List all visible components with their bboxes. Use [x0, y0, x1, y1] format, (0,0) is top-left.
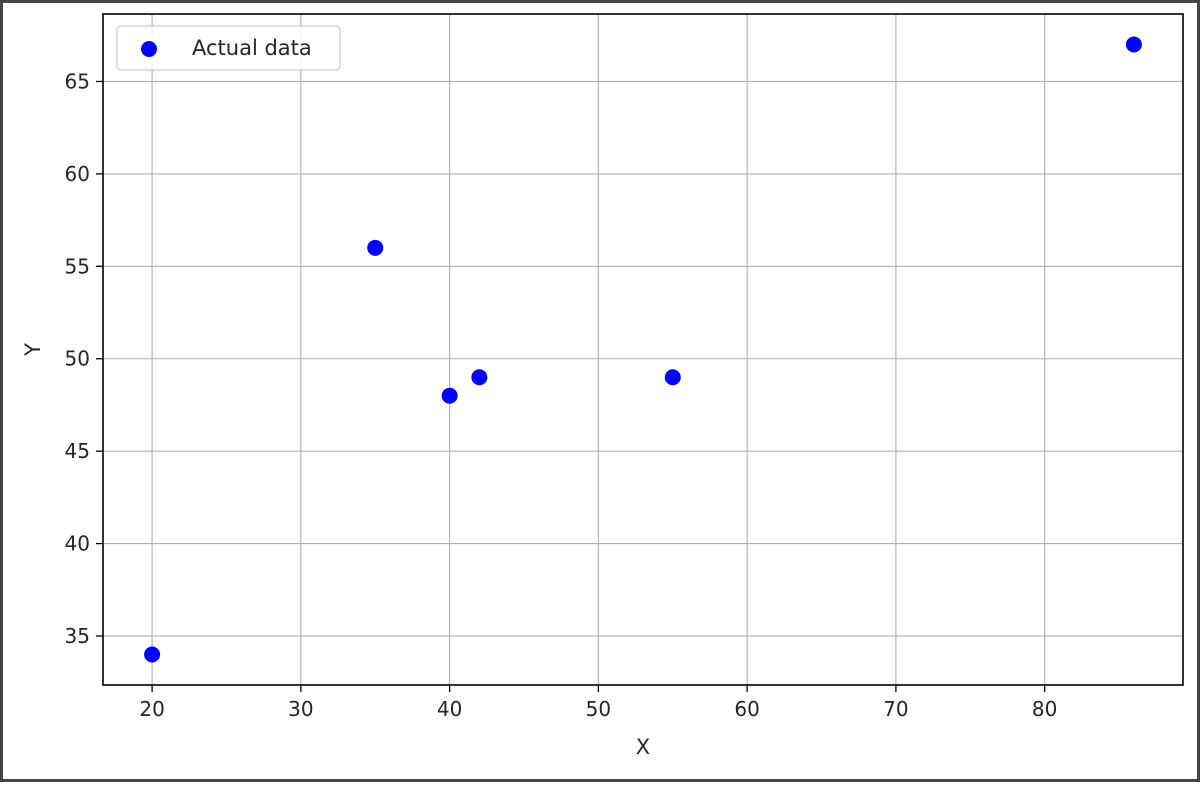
- x-tick-label: 20: [139, 697, 164, 721]
- legend-marker: [141, 41, 157, 57]
- y-tick-label: 40: [65, 532, 90, 556]
- legend-label: Actual data: [192, 36, 312, 60]
- data-point: [367, 239, 384, 256]
- legend-box: [116, 25, 341, 71]
- y-tick-label: 55: [65, 254, 90, 278]
- data-points: [144, 36, 1142, 663]
- x-tick-label: 40: [437, 697, 462, 721]
- y-axis-ticks: 35 40 45 50 55 60 65: [65, 69, 103, 648]
- y-tick-label: 65: [65, 69, 90, 93]
- data-point: [144, 646, 161, 663]
- grid: [103, 14, 1183, 685]
- x-tick-label: 50: [586, 697, 611, 721]
- data-point: [1125, 36, 1142, 53]
- legend: Actual data: [116, 25, 341, 71]
- x-tick-label: 30: [288, 697, 313, 721]
- data-point: [441, 387, 458, 404]
- x-tick-label: 70: [883, 697, 908, 721]
- x-axis-ticks: 20 30 40 50 60 70 80: [139, 685, 1057, 721]
- y-axis-label: Y: [21, 343, 45, 357]
- y-tick-label: 60: [65, 162, 90, 186]
- data-point: [664, 369, 681, 386]
- x-tick-label: 80: [1032, 697, 1057, 721]
- x-axis-label: X: [636, 735, 650, 759]
- x-tick-label: 60: [734, 697, 759, 721]
- y-tick-label: 45: [65, 439, 90, 463]
- plot-area-frame: [102, 13, 1184, 686]
- data-point: [471, 369, 488, 386]
- y-tick-label: 50: [65, 347, 90, 371]
- y-tick-label: 35: [65, 624, 90, 648]
